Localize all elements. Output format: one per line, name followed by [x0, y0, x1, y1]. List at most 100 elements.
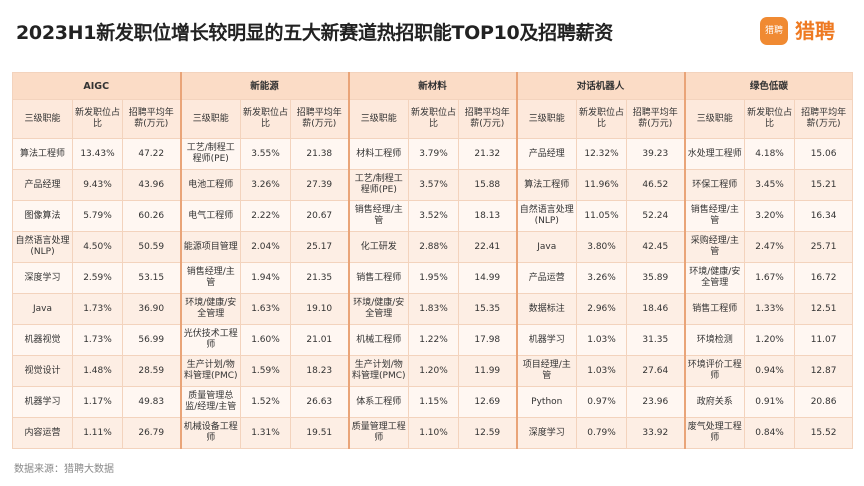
- brand: 猎聘: [795, 19, 835, 43]
- table-row: 机器视觉 1.73% 56.99 光伏技术工程师 1.60% 21.01 机械工程师 1.22…: [12, 324, 854, 356]
- table-cell: 0.79%: [576, 417, 628, 449]
- table-cell: 21.38: [289, 138, 350, 170]
- table-cell: 12.51: [794, 293, 854, 325]
- title: 2023H1新发职位增长较明显的五大新赛道热招职能TOP10及招聘薪资: [16, 22, 613, 44]
- table-cell: 21.35: [289, 262, 350, 294]
- table-cell: 12.87: [794, 355, 854, 387]
- table-row: 图像算法 5.79% 60.26 电气工程师 2.22% 20.67 销售经理/主管 3.52…: [12, 200, 854, 232]
- table-cell: 31.35: [626, 324, 686, 356]
- table-cell: 3.45%: [744, 169, 796, 201]
- table-cell: 深度学习: [12, 262, 73, 294]
- table-cell: 18.23: [289, 355, 350, 387]
- table-cell: 60.26: [122, 200, 181, 232]
- table-cell: 质量管理工程师: [347, 417, 410, 449]
- column-header: 新发职位占比: [240, 99, 291, 139]
- table-cell: 26.63: [289, 386, 350, 418]
- table-cell: 11.96%: [576, 169, 628, 201]
- table-cell: 工艺/制程工程师(PE): [347, 169, 410, 201]
- table-cell: 14.99: [458, 262, 518, 294]
- table-cell: 5.79%: [72, 200, 123, 232]
- column-header: 招聘平均年薪(万元): [626, 99, 686, 139]
- table-cell: 33.92: [626, 417, 686, 449]
- table-cell: 16.72: [794, 262, 854, 294]
- table-cell: 质量管理总监/经理/主管: [179, 386, 241, 418]
- column-header: 招聘平均年薪(万元): [458, 99, 518, 139]
- table-cell: 工艺/制程工程师(PE): [179, 138, 241, 170]
- table-cell: 47.22: [122, 138, 181, 170]
- table-cell: 11.05%: [576, 200, 628, 232]
- table-cell: 18.13: [458, 200, 518, 232]
- table-cell: 20.86: [794, 386, 854, 418]
- table-cell: 12.32%: [576, 138, 628, 170]
- table-cell: 生产计划/物料管理(PMC): [347, 355, 410, 387]
- table-cell: 环境/健康/安全管理: [683, 262, 746, 294]
- table-cell: 1.03%: [576, 324, 628, 356]
- table-cell: 1.94%: [240, 262, 291, 294]
- salary-table: AIGC 新能源 新材料 对话机器人 绿色低碳 三级职能 新发职位占比 招聘平均年薪(万元) 三…: [12, 72, 854, 449]
- table-cell: 15.35: [458, 293, 518, 325]
- table-cell: 环境评价工程师: [683, 355, 746, 387]
- table-cell: 1.60%: [240, 324, 291, 356]
- table-cell: 机器学习: [515, 324, 578, 356]
- table-cell: 0.84%: [744, 417, 796, 449]
- table-cell: 化工研发: [347, 231, 410, 263]
- group-header: 对话机器人: [515, 72, 686, 100]
- table-cell: 1.59%: [240, 355, 291, 387]
- table-cell: 1.17%: [72, 386, 123, 418]
- group-header: AIGC: [12, 72, 181, 100]
- table-cell: 项目经理/主管: [515, 355, 578, 387]
- group-header: 新材料: [347, 72, 518, 100]
- table-cell: 销售工程师: [683, 293, 746, 325]
- table-cell: 4.18%: [744, 138, 796, 170]
- table-cell: 0.94%: [744, 355, 796, 387]
- table-cell: 1.73%: [72, 324, 123, 356]
- table-cell: 50.59: [122, 231, 181, 263]
- table-cell: 25.71: [794, 231, 854, 263]
- table-cell: 电池工程师: [179, 169, 241, 201]
- table-cell: 23.96: [626, 386, 686, 418]
- table-cell: 1.52%: [240, 386, 291, 418]
- table-cell: 15.21: [794, 169, 854, 201]
- table-cell: 3.55%: [240, 138, 291, 170]
- column-header: 三级职能: [179, 99, 241, 139]
- table-cell: 2.22%: [240, 200, 291, 232]
- table-cell: 销售工程师: [347, 262, 410, 294]
- column-header: 新发职位占比: [72, 99, 123, 139]
- table-cell: 21.32: [458, 138, 518, 170]
- table-cell: 2.04%: [240, 231, 291, 263]
- table-cell: 1.67%: [744, 262, 796, 294]
- table-cell: 3.80%: [576, 231, 628, 263]
- column-header: 招聘平均年薪(万元): [289, 99, 350, 139]
- table-cell: 12.59: [458, 417, 518, 449]
- table-cell: Java: [12, 293, 73, 325]
- table-cell: 3.57%: [408, 169, 460, 201]
- table-cell: 36.90: [122, 293, 181, 325]
- table-cell: 3.79%: [408, 138, 460, 170]
- table-cell: 体系工程师: [347, 386, 410, 418]
- table-cell: 算法工程师: [515, 169, 578, 201]
- table-cell: 52.24: [626, 200, 686, 232]
- table-cell: 2.96%: [576, 293, 628, 325]
- table-cell: 视觉设计: [12, 355, 73, 387]
- table-cell: 环境/健康/安全管理: [179, 293, 241, 325]
- table-cell: 20.67: [289, 200, 350, 232]
- column-header: 招聘平均年薪(万元): [122, 99, 181, 139]
- table-cell: 机器学习: [12, 386, 73, 418]
- column-header: 新发职位占比: [744, 99, 796, 139]
- table-row: 自然语言处理(NLP) 4.50% 50.59 能源项目管理 2.04% 25.17 化工研…: [12, 231, 854, 263]
- table-cell: 1.31%: [240, 417, 291, 449]
- table-cell: 19.51: [289, 417, 350, 449]
- table-cell: 49.83: [122, 386, 181, 418]
- table-cell: 25.17: [289, 231, 350, 263]
- table-cell: 9.43%: [72, 169, 123, 201]
- column-header: 三级职能: [515, 99, 578, 139]
- table-cell: 1.20%: [744, 324, 796, 356]
- table-cell: Python: [515, 386, 578, 418]
- table-cell: 12.69: [458, 386, 518, 418]
- table-row: 三级职能 新发职位占比 招聘平均年薪(万元) 三级职能 新发职位占比 招聘平均年薪(万元)…: [12, 99, 854, 139]
- table-cell: 自然语言处理(NLP): [515, 200, 578, 232]
- table-cell: 2.47%: [744, 231, 796, 263]
- table-cell: 材料工程师: [347, 138, 410, 170]
- table-cell: 15.06: [794, 138, 854, 170]
